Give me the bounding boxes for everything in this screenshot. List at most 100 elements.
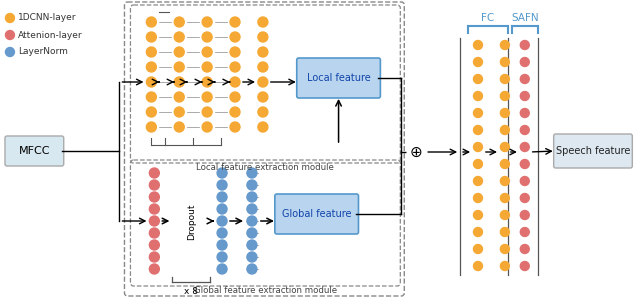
Circle shape (247, 168, 257, 178)
Circle shape (474, 92, 483, 101)
Circle shape (500, 194, 509, 202)
Circle shape (520, 58, 529, 66)
Text: Speech feature: Speech feature (556, 146, 630, 156)
Circle shape (6, 14, 15, 22)
Circle shape (500, 228, 509, 237)
Circle shape (174, 62, 184, 72)
Circle shape (230, 62, 240, 72)
Circle shape (147, 122, 156, 132)
Circle shape (149, 168, 159, 178)
Circle shape (500, 261, 509, 271)
Circle shape (202, 107, 212, 117)
Circle shape (500, 75, 509, 84)
Circle shape (474, 41, 483, 49)
Circle shape (520, 92, 529, 101)
Circle shape (149, 192, 159, 202)
Circle shape (500, 108, 509, 118)
Circle shape (258, 32, 268, 42)
Circle shape (202, 47, 212, 57)
Circle shape (258, 17, 268, 27)
Bar (172, 168, 210, 276)
Circle shape (230, 107, 240, 117)
Circle shape (247, 192, 257, 202)
Circle shape (474, 228, 483, 237)
Circle shape (500, 211, 509, 219)
Circle shape (247, 204, 257, 214)
Circle shape (247, 228, 257, 238)
Circle shape (474, 211, 483, 219)
Circle shape (202, 77, 212, 87)
Circle shape (174, 32, 184, 42)
Circle shape (217, 168, 227, 178)
Circle shape (247, 180, 257, 190)
Circle shape (230, 32, 240, 42)
Circle shape (520, 261, 529, 271)
Circle shape (202, 92, 212, 102)
Circle shape (407, 143, 425, 161)
Circle shape (500, 177, 509, 185)
Circle shape (474, 142, 483, 152)
Circle shape (258, 47, 268, 57)
Circle shape (520, 211, 529, 219)
Circle shape (500, 245, 509, 254)
Circle shape (258, 107, 268, 117)
Circle shape (217, 216, 227, 226)
Circle shape (520, 177, 529, 185)
Text: Local feature: Local feature (307, 73, 371, 83)
Circle shape (520, 75, 529, 84)
Text: Attenion-layer: Attenion-layer (18, 31, 83, 39)
Circle shape (500, 159, 509, 168)
Bar (159, 12, 172, 138)
Text: x 8: x 8 (184, 287, 198, 296)
Text: Global feature extraction module: Global feature extraction module (194, 286, 337, 295)
Circle shape (147, 77, 156, 87)
Circle shape (247, 216, 257, 226)
FancyBboxPatch shape (275, 194, 358, 234)
Circle shape (149, 264, 159, 274)
Circle shape (258, 92, 268, 102)
Text: MFCC: MFCC (19, 146, 50, 156)
Circle shape (500, 41, 509, 49)
Circle shape (230, 17, 240, 27)
Bar (246, 168, 258, 276)
Circle shape (230, 122, 240, 132)
Circle shape (258, 62, 268, 72)
Circle shape (217, 192, 227, 202)
Text: Dropout: Dropout (187, 204, 196, 240)
Circle shape (474, 159, 483, 168)
Circle shape (217, 228, 227, 238)
Circle shape (149, 216, 159, 226)
Text: 1DCNN-layer: 1DCNN-layer (18, 14, 76, 22)
Circle shape (230, 92, 240, 102)
FancyBboxPatch shape (554, 134, 632, 168)
Circle shape (147, 62, 156, 72)
Circle shape (520, 194, 529, 202)
Circle shape (149, 204, 159, 214)
Text: Local feature extraction module: Local feature extraction module (196, 163, 334, 172)
Circle shape (149, 240, 159, 250)
FancyBboxPatch shape (297, 58, 380, 98)
Circle shape (149, 252, 159, 262)
Circle shape (230, 77, 240, 87)
FancyBboxPatch shape (5, 136, 64, 166)
Bar (188, 12, 199, 138)
Circle shape (247, 240, 257, 250)
Circle shape (247, 264, 257, 274)
Text: FC: FC (481, 13, 495, 23)
Circle shape (202, 32, 212, 42)
Circle shape (174, 92, 184, 102)
Circle shape (202, 17, 212, 27)
Circle shape (520, 159, 529, 168)
Text: SAFN: SAFN (511, 13, 539, 23)
Circle shape (500, 125, 509, 135)
Circle shape (174, 107, 184, 117)
Circle shape (174, 17, 184, 27)
Circle shape (202, 62, 212, 72)
Circle shape (520, 245, 529, 254)
Circle shape (474, 261, 483, 271)
Circle shape (6, 31, 15, 39)
Circle shape (500, 142, 509, 152)
Circle shape (520, 108, 529, 118)
Circle shape (147, 92, 156, 102)
Circle shape (247, 252, 257, 262)
